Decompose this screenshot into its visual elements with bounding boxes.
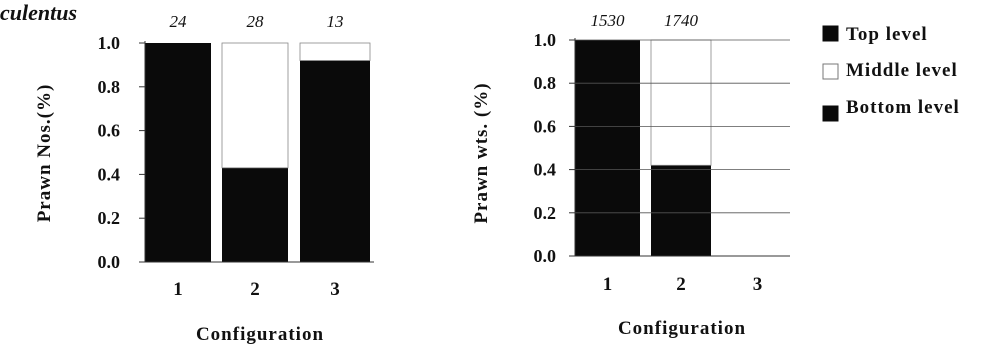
y-tick-label: 0.8 [534,73,557,93]
bar-segment-bottom-level-2 [651,165,711,256]
bar-segment-bottom-level-1 [575,40,640,256]
legend-swatch-bottom-level [822,105,839,122]
bar-count-label: 1530 [591,11,626,30]
count-labels: 1530 1740 [591,11,699,30]
y-tick-label: 0.2 [534,203,557,223]
y-tick-labels: 0.0 0.2 0.4 0.6 0.8 1.0 [98,33,121,272]
y-tick-label: 0.2 [98,208,121,228]
y-tick-label: 0.0 [534,246,557,266]
legend-item-top-level: Top level [822,24,928,45]
y-axis-title: Prawn wts. (%) [471,82,492,223]
category-labels: 1 2 3 [603,274,763,295]
y-tick-label: 0.4 [98,164,121,184]
count-labels: 24 28 13 [170,12,344,31]
bar-segment-bottom-level-1 [145,43,211,262]
bar-segment-middle-level-2 [221,42,289,169]
bar-count-label: 24 [170,12,188,31]
y-tick-labels: 0.0 0.2 0.4 0.6 0.8 1.0 [534,30,557,266]
x-axis-title: Configuration [196,324,324,345]
bar-count-label: 28 [247,12,265,31]
legend-item-middle-level: Middle level [822,60,958,81]
bar-segment-middle-level-3 [299,42,371,61]
y-tick-label: 0.6 [534,116,557,136]
y-tick-label: 1.0 [98,33,121,53]
bar-count-label: 1740 [664,11,699,30]
axes [569,38,790,257]
legend-label-top-level: Top level [846,24,928,45]
figure-title: culentus [0,0,77,25]
x-tick-label: 2 [250,279,260,300]
y-tick-label: 0.4 [534,160,557,180]
y-axis-title: Prawn Nos.(%) [34,84,55,223]
bars [145,42,371,262]
x-tick-label: 3 [330,279,340,300]
legend-label-bottom-level: Bottom level [846,97,960,118]
y-tick-label: 1.0 [534,30,557,50]
y-tick-label: 0.8 [98,77,121,97]
legend-label-middle-level: Middle level [846,60,958,81]
y-tick-label: 0.6 [98,121,121,141]
y-tick-label: 0.0 [98,252,121,272]
x-tick-label: 1 [603,274,613,295]
legend-item-bottom-level: Bottom level [822,97,960,122]
x-tick-label: 1 [173,279,183,300]
x-tick-label: 3 [753,274,763,295]
bars [575,39,712,256]
bar-segment-middle-level-2 [650,39,712,166]
bar-segment-bottom-level-3 [300,60,370,262]
axes [139,41,374,263]
legend-swatch-middle-level [822,63,839,80]
legend-swatch-top-level [822,25,839,42]
x-axis-title: Configuration [618,318,746,339]
bar-count-label: 13 [327,12,344,31]
x-tick-label: 2 [676,274,686,295]
chart-prawn-weights: Prawn wts. (%) Configuration 0.00.20.40.… [471,11,790,339]
bar-segment-bottom-level-2 [222,167,288,262]
category-labels: 1 2 3 [173,279,340,300]
legend: Top level Middle level Bottom level [822,24,960,122]
chart-prawn-numbers: Prawn Nos.(%) Configuration 0.0 0.2 0.4 0.6… [34,12,374,345]
